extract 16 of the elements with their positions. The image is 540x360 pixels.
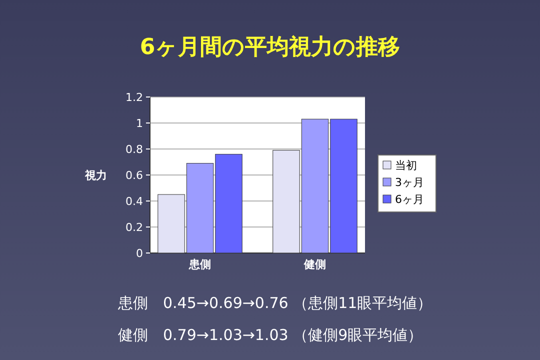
y-tick-label: 0.4 [126,195,143,208]
y-tick-label: 0 [136,247,143,260]
text: 患側 0.45→0.69→0.76 （患側11眼平均値） [117,294,432,312]
y-tick-label: 0.2 [126,221,143,234]
y-tick-label: 1.2 [126,91,143,104]
y-tick-label: 0.6 [126,169,143,182]
legend-label: 6ヶ月 [395,193,424,206]
chart-title: 6ヶ月間の平均視力の推移 [140,35,400,60]
legend-label: 3ヶ月 [395,176,424,189]
legend-label: 当初 [395,159,417,172]
y-axis-title: 視力 [84,169,107,182]
x-tick-label: 健側 [302,258,326,271]
x-tick-label: 患側 [188,258,212,271]
text: 健側 0.79→1.03→1.03 （健側9眼平均値） [118,326,423,344]
y-tick-label: 0.8 [126,143,143,156]
y-tick-label: 1 [136,117,143,130]
